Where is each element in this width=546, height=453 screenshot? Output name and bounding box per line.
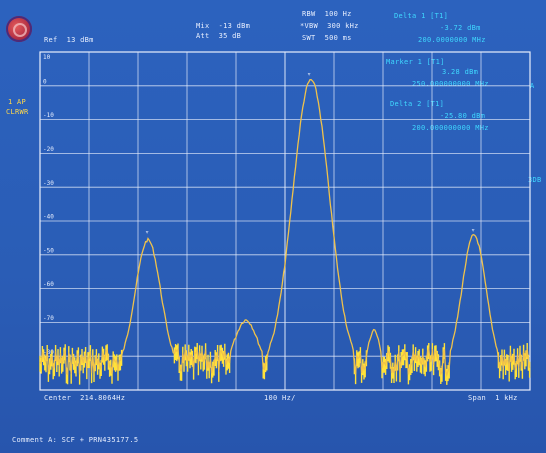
- y-label: -80: [43, 349, 54, 356]
- center-frequency-readout: Center 214.8064Hz: [44, 394, 126, 402]
- right-indicator-a: A: [530, 82, 535, 90]
- sweep-time-readout: SWT 500 ms: [302, 34, 352, 42]
- delta-marker-frequency: 200.0000000 MHz: [418, 36, 486, 44]
- y-axis-labels: 10 0 -10 -20 -30 -40 -50 -60 -70 -80: [43, 54, 54, 356]
- instrument-logo-icon: [6, 16, 32, 42]
- y-label-top: 10: [43, 54, 51, 61]
- y-label: -20: [43, 146, 54, 153]
- delta2-frequency: 200.000000000 MHz: [412, 124, 489, 132]
- marker-2-icon: ▿: [145, 228, 149, 236]
- delta-marker-title: Delta 1 [T1]: [394, 12, 449, 20]
- plot-grid: [39, 51, 531, 391]
- span-readout: Span 1 kHz: [468, 394, 518, 402]
- y-label-ref: 0: [43, 78, 47, 85]
- marker1-value: 3.28 dBm: [442, 68, 479, 76]
- spectrum-trace: [39, 79, 531, 378]
- trace-mode-indicator: CLRWR: [6, 108, 29, 116]
- mixer-level-readout: Mix -13 dBm: [196, 22, 251, 30]
- division-readout: 100 Hz/: [264, 394, 296, 402]
- marker-1-icon: ▿: [307, 70, 311, 78]
- delta2-title: Delta 2 [T1]: [390, 100, 445, 108]
- y-label: -70: [43, 315, 54, 322]
- vbw-readout: *VBW 300 kHz: [300, 22, 359, 30]
- delta2-value: -25.80 dBm: [440, 112, 486, 120]
- marker1-title: Marker 1 [T1]: [386, 58, 445, 66]
- ref-level-readout: Ref 13 dBm: [44, 36, 94, 44]
- y-label: -10: [43, 112, 54, 119]
- y-label: -30: [43, 180, 54, 187]
- attenuation-readout: Att 35 dB: [196, 32, 242, 40]
- marker-3-icon: ▿: [471, 226, 475, 234]
- marker-group: ▿ ▿ ▿: [145, 70, 475, 236]
- offset-indicator: 1 AP: [8, 98, 27, 106]
- comment-line: Comment A: SCF + PRN435177.5: [12, 436, 139, 444]
- rbw-readout: RBW 100 Hz: [302, 10, 352, 18]
- y-label: -40: [43, 214, 54, 221]
- y-label: -60: [43, 281, 54, 288]
- right-indicator-b: 3DB: [528, 176, 542, 184]
- y-label: -50: [43, 247, 54, 254]
- delta-marker-value: -3.72 dBm: [440, 24, 481, 32]
- marker1-frequency: 250.000000000 MHz: [412, 80, 489, 88]
